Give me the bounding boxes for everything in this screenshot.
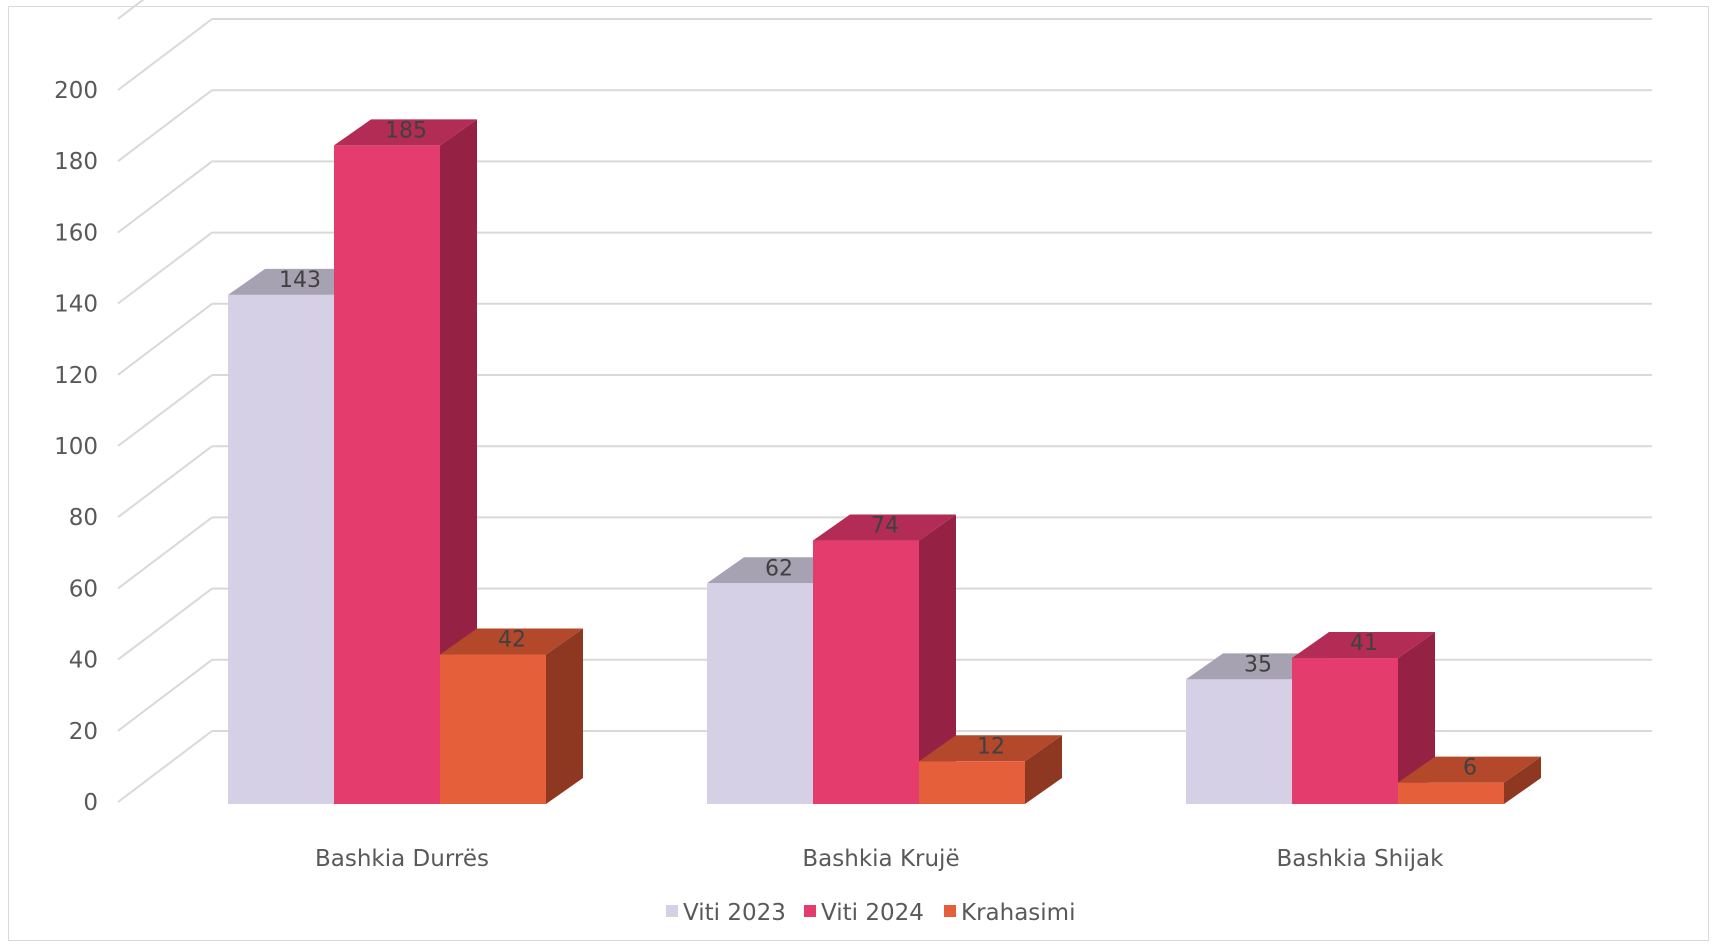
y-axis-ticks: 0 20 40 60 80 100 120 140 160 180 200 <box>54 78 98 816</box>
bar-top <box>919 735 1062 762</box>
bar-top <box>1398 756 1541 783</box>
bars <box>228 119 1541 804</box>
y-tick-label: 40 <box>69 648 98 674</box>
bar-side <box>1398 632 1435 804</box>
legend-label[interactable]: Viti 2024 <box>821 900 924 926</box>
data-label: 41 <box>1350 631 1378 656</box>
bar <box>334 145 440 804</box>
bar-side <box>440 119 477 804</box>
data-label: 143 <box>279 268 321 293</box>
legend-label[interactable]: Viti 2023 <box>683 900 786 926</box>
gridline-diagonal <box>117 18 213 91</box>
bar <box>919 761 1025 804</box>
gridline-diagonal <box>117 0 145 20</box>
legend-swatch[interactable] <box>666 905 678 917</box>
bar-top <box>813 514 956 541</box>
bar <box>440 654 546 804</box>
gridline-diagonal <box>117 231 213 305</box>
y-tick-label: 200 <box>54 78 98 104</box>
x-category-label: Bashkia Durrës <box>315 846 489 872</box>
y-tick-label: 80 <box>69 505 98 531</box>
bar <box>1186 679 1292 804</box>
x-category-label: Bashkia Shijak <box>1277 846 1445 872</box>
bar-side <box>1504 756 1541 804</box>
data-label: 6 <box>1463 756 1477 781</box>
gridline-diagonal <box>117 374 213 447</box>
x-axis-categories: Bashkia Durrës Bashkia Krujë Bashkia Shija… <box>315 846 1444 872</box>
data-label: 42 <box>498 627 526 652</box>
gridline-diagonal <box>117 89 213 162</box>
bar <box>228 294 334 804</box>
bar-top <box>334 119 477 146</box>
y-tick-label: 160 <box>54 220 98 246</box>
gridline-diagonal <box>117 587 213 661</box>
gridline-diagonal <box>117 516 213 590</box>
data-label: 35 <box>1244 652 1272 677</box>
y-tick-label: 60 <box>69 576 98 602</box>
data-label: 74 <box>871 514 899 539</box>
bar-side <box>1025 735 1062 804</box>
legend-swatch[interactable] <box>944 905 956 917</box>
bar-top <box>440 628 583 655</box>
gridline-diagonal <box>117 445 213 518</box>
bar-top <box>1292 632 1435 659</box>
gridline-diagonal <box>117 303 213 376</box>
y-tick-label: 0 <box>83 790 98 816</box>
legend[interactable]: Viti 2023 Viti 2024 Krahasimi <box>666 900 1075 926</box>
y-tick-label: 20 <box>69 719 98 745</box>
bar-side <box>546 628 583 804</box>
data-label: 62 <box>765 556 793 581</box>
data-label: 185 <box>385 118 427 143</box>
gridline-diagonal <box>117 659 213 732</box>
gridline-diagonal <box>117 160 213 234</box>
data-label: 12 <box>977 734 1005 759</box>
y-tick-label: 100 <box>54 434 98 460</box>
bar <box>813 540 919 804</box>
bar <box>1398 782 1504 804</box>
legend-swatch[interactable] <box>804 905 816 917</box>
bar <box>707 583 813 804</box>
legend-label[interactable]: Krahasimi <box>961 900 1075 926</box>
bar <box>1292 658 1398 804</box>
y-tick-label: 180 <box>54 149 98 175</box>
gridline-diagonal <box>117 730 213 803</box>
y-tick-label: 120 <box>54 363 98 389</box>
data-labels: 143 185 42 62 74 12 35 41 6 <box>279 118 1477 780</box>
x-category-label: Bashkia Krujë <box>802 846 959 872</box>
bar-side <box>919 514 956 804</box>
y-tick-label: 140 <box>54 292 98 318</box>
